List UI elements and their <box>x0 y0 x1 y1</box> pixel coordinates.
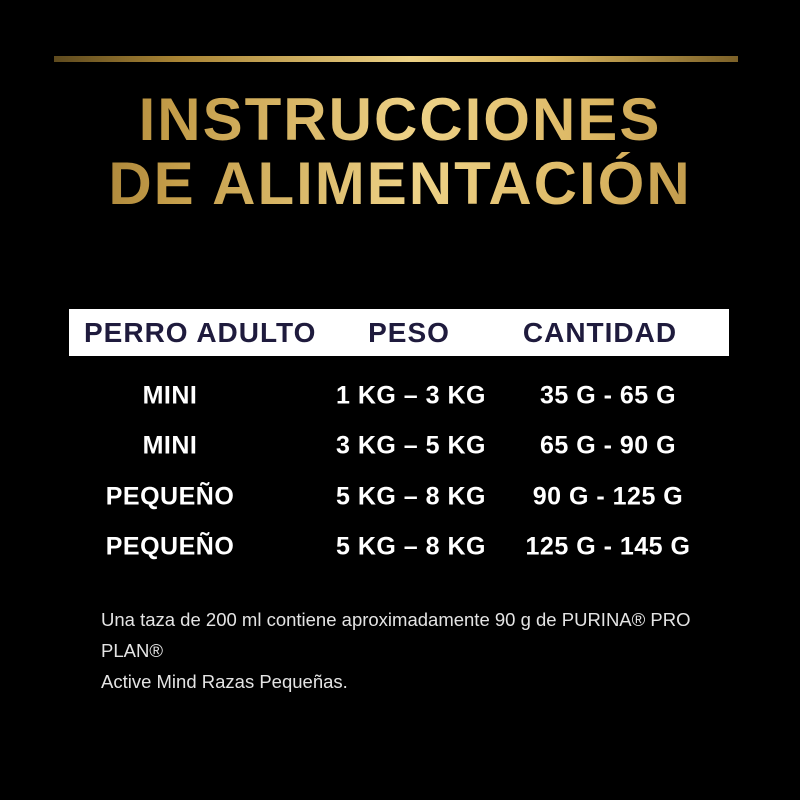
page-title: INSTRUCCIONES DE ALIMENTACIÓN <box>0 88 800 216</box>
footnote-line-2: Active Mind Razas Pequeñas. <box>101 671 348 692</box>
table-row: PEQUEÑO 5 KG – 8 KG 90 G - 125 G <box>0 472 800 522</box>
title-line-1: INSTRUCCIONES <box>0 88 800 152</box>
cell-weight-range: 3 KG – 5 KG <box>336 431 486 460</box>
cell-weight-range: 1 KG – 3 KG <box>336 381 486 410</box>
cell-weight-range: 5 KG – 8 KG <box>336 532 486 561</box>
table-row: MINI 1 KG – 3 KG 35 G - 65 G <box>0 371 800 421</box>
cell-dog-size: PEQUEÑO <box>105 482 235 511</box>
cell-dog-size: MINI <box>142 381 198 410</box>
footnote-line-1: Una taza de 200 ml contiene aproximadame… <box>101 609 691 661</box>
cell-dog-size: MINI <box>142 431 198 460</box>
cell-dog-size: PEQUEÑO <box>105 532 235 561</box>
cell-amount-range: 90 G - 125 G <box>532 482 684 511</box>
table-header-bar: PERRO ADULTO PESO CANTIDAD <box>69 309 729 356</box>
title-line-2: DE ALIMENTACIÓN <box>0 152 800 216</box>
cell-amount-range: 35 G - 65 G <box>539 381 677 410</box>
table-row: MINI 3 KG – 5 KG 65 G - 90 G <box>0 421 800 471</box>
column-header-peso: PESO <box>368 316 450 348</box>
cell-amount-range: 65 G - 90 G <box>539 431 677 460</box>
column-header-perro-adulto: PERRO ADULTO <box>84 316 317 348</box>
column-header-cantidad: CANTIDAD <box>522 316 678 348</box>
cell-amount-range: 125 G - 145 G <box>525 532 691 561</box>
table-row: PEQUEÑO 5 KG – 8 KG 125 G - 145 G <box>0 522 800 572</box>
cell-weight-range: 5 KG – 8 KG <box>336 482 486 511</box>
gold-divider <box>54 56 738 62</box>
footnote: Una taza de 200 ml contiene aproximadame… <box>101 604 721 697</box>
